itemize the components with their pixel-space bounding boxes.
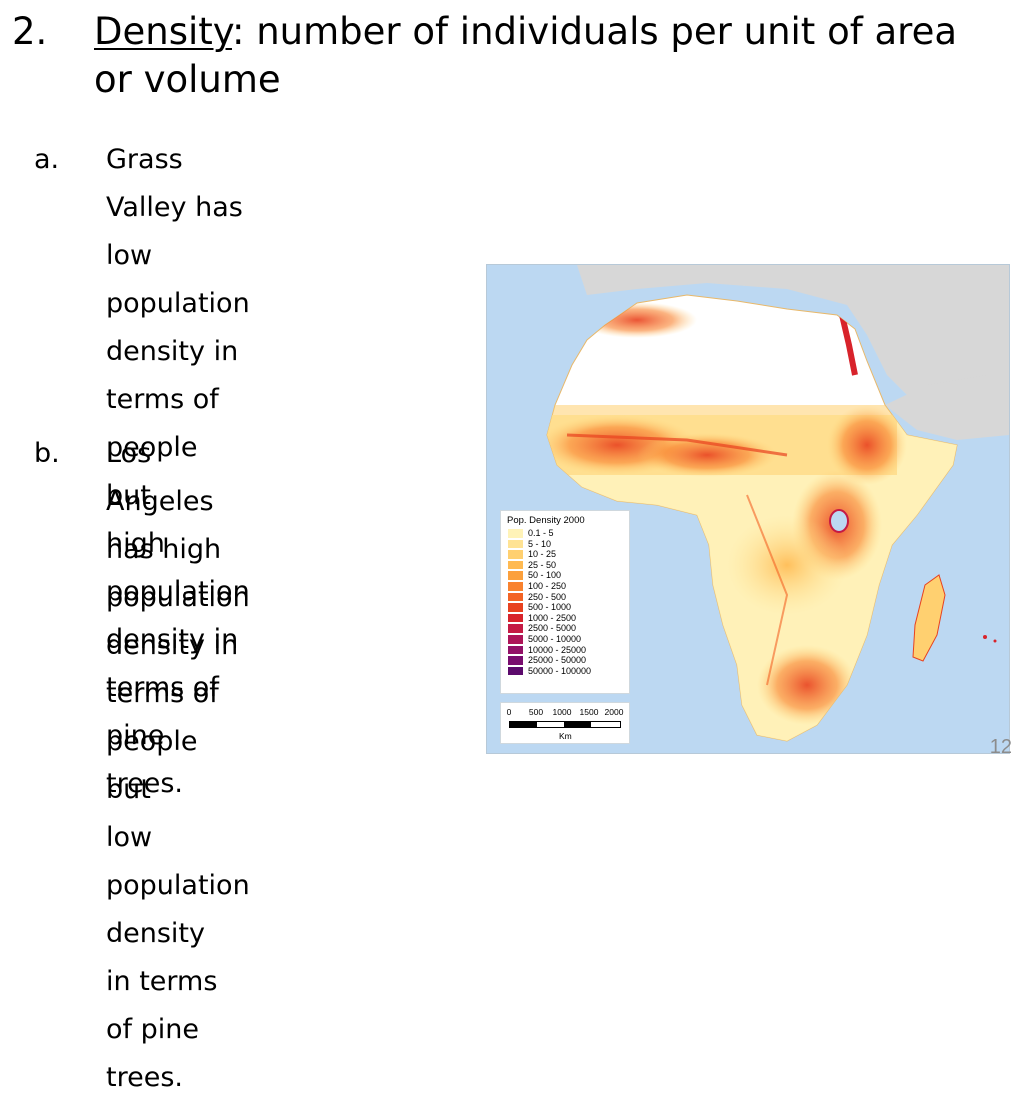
legend-swatch bbox=[508, 656, 523, 665]
legend-label: 50 - 100 bbox=[528, 570, 562, 581]
scale-bar bbox=[509, 721, 621, 728]
legend-label: 5 - 10 bbox=[528, 538, 552, 549]
legend-label: 10 - 25 bbox=[528, 549, 557, 560]
legend-swatch bbox=[508, 529, 523, 538]
scale-tick: 500 bbox=[528, 707, 544, 717]
list-marker: b. bbox=[34, 438, 60, 469]
list-marker: a. bbox=[34, 144, 60, 175]
legend-swatch bbox=[508, 645, 523, 655]
legend-swatch bbox=[508, 624, 523, 633]
legend-label: 10000 - 25000 bbox=[528, 644, 587, 655]
scale-tick: 0 bbox=[506, 707, 512, 717]
legend-label: 1000 - 2500 bbox=[528, 612, 577, 623]
legend-swatch bbox=[508, 635, 523, 644]
scale-tick: 2000 bbox=[604, 707, 624, 717]
lake-victoria bbox=[829, 509, 849, 533]
legend-label: 100 - 250 bbox=[528, 581, 567, 591]
legend-swatch bbox=[508, 666, 523, 676]
legend-label: 250 - 500 bbox=[528, 591, 567, 602]
legend-label: 50000 - 100000 bbox=[528, 665, 592, 676]
heading-number: 2. bbox=[12, 10, 48, 53]
scale-unit: Km bbox=[559, 731, 572, 741]
legend-swatch bbox=[508, 592, 523, 602]
heading-definition: : number of individuals per unit of area… bbox=[94, 10, 958, 101]
legend-swatch bbox=[508, 603, 523, 612]
legend-label: 25000 - 50000 bbox=[528, 655, 587, 666]
page-number: 12 bbox=[989, 736, 1012, 758]
legend-swatch bbox=[508, 550, 523, 559]
neighbouring-land bbox=[577, 265, 1009, 425]
legend-swatch bbox=[508, 571, 523, 580]
legend-label: 2500 - 5000 bbox=[528, 623, 577, 634]
legend-label: 5000 - 10000 bbox=[528, 634, 582, 644]
scale-tick: 1000 bbox=[552, 707, 572, 717]
madagascar bbox=[912, 574, 946, 662]
legend-swatch bbox=[508, 560, 523, 570]
legend-label: 25 - 50 bbox=[528, 559, 557, 570]
heading-text: Density: number of individuals per unit … bbox=[94, 8, 994, 104]
legend-label: 0.1 - 5 bbox=[528, 528, 554, 538]
heading-term: Density bbox=[94, 10, 232, 53]
list-item-text: Los Angeles has high population density … bbox=[106, 438, 250, 1093]
legend-swatch bbox=[508, 613, 523, 623]
map-scale-bar: 0 500 1000 1500 2000 Km bbox=[500, 702, 630, 744]
legend-label: 500 - 1000 bbox=[528, 602, 572, 613]
legend-title: Pop. Density 2000 bbox=[507, 515, 585, 526]
legend-swatch bbox=[508, 539, 523, 549]
scale-tick: 1500 bbox=[579, 707, 599, 717]
legend-swatch bbox=[508, 582, 523, 591]
